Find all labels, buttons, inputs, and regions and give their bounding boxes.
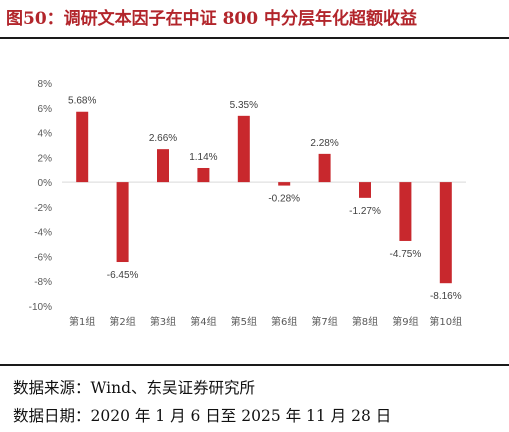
- y-tick-label: -2%: [34, 203, 52, 214]
- data-label: 2.28%: [310, 138, 338, 149]
- category-label: 第2组: [109, 315, 135, 328]
- bar-2: [116, 182, 129, 263]
- data-label: -8.16%: [430, 291, 462, 302]
- category-label: 第7组: [311, 315, 337, 328]
- data-label: 2.66%: [149, 133, 177, 144]
- bar-chart: 8% 6% 4% 2% 0% -2% -4% -6% -8% -10% 5.68% 第1组 -6.45%…: [29, 79, 466, 328]
- category-label: 第8组: [352, 315, 378, 328]
- data-label: -4.75%: [390, 249, 422, 260]
- y-tick-label: 6%: [38, 104, 53, 115]
- figure-title: 图50：调研文本因子在中证 800 中分层年化超额收益: [6, 9, 417, 29]
- bar-1: [76, 111, 89, 183]
- data-label: -6.45%: [107, 270, 139, 281]
- bar-7: [318, 153, 331, 183]
- y-tick-label: -6%: [34, 252, 52, 263]
- source-note: 数据来源：Wind、东吴证券研究所: [13, 379, 256, 397]
- bar-3: [157, 149, 169, 183]
- data-label: 5.68%: [68, 96, 96, 107]
- y-tick-label: 4%: [38, 129, 53, 140]
- bottom-rule: [0, 364, 509, 366]
- y-tick-label: -10%: [29, 302, 52, 313]
- bar-8: [359, 182, 371, 198]
- y-tick-label: -8%: [34, 277, 52, 288]
- data-label: -1.27%: [349, 206, 381, 217]
- y-tick-label: 2%: [38, 153, 53, 164]
- y-tick-label: 8%: [38, 79, 53, 90]
- category-label: 第1组: [69, 315, 95, 328]
- category-label: 第6组: [271, 315, 297, 328]
- category-label: 第3组: [150, 315, 176, 328]
- bar-9: [399, 182, 412, 241]
- data-label: 5.35%: [230, 100, 258, 111]
- top-rule: [0, 37, 509, 39]
- bar-5: [237, 115, 250, 183]
- data-label: -0.28%: [268, 194, 300, 205]
- category-label: 第10组: [429, 315, 462, 328]
- bar-4: [197, 167, 210, 183]
- bar-6: [278, 182, 291, 186]
- category-label: 第9组: [392, 315, 418, 328]
- category-label: 第5组: [231, 315, 257, 328]
- y-tick-label: 0%: [38, 178, 53, 189]
- category-label: 第4组: [190, 315, 216, 328]
- bar-10: [439, 182, 452, 284]
- date-range-note: 数据日期：2020 年 1 月 6 日至 2025 年 11 月 28 日: [13, 407, 392, 425]
- y-tick-label: -4%: [34, 228, 52, 239]
- data-label: 1.14%: [189, 152, 217, 163]
